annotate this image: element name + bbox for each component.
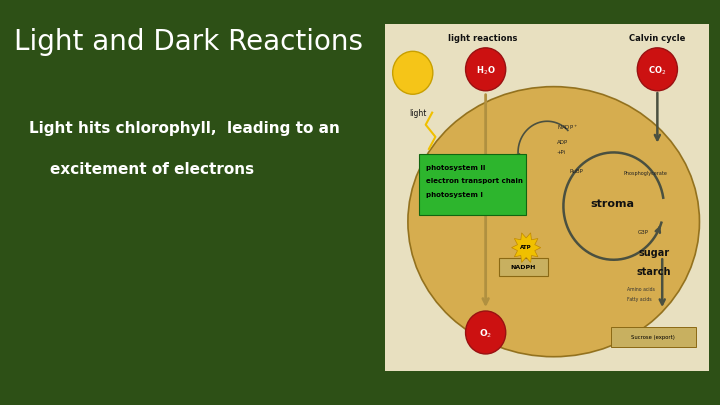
Text: O$_2$: O$_2$ — [479, 328, 492, 341]
Circle shape — [466, 48, 505, 91]
Text: NADP$^+$: NADP$^+$ — [557, 123, 578, 132]
Text: ADP: ADP — [557, 140, 568, 145]
Text: Fatty acids: Fatty acids — [626, 297, 651, 302]
Text: RuBP: RuBP — [570, 169, 584, 174]
Text: light reactions: light reactions — [448, 34, 517, 43]
Text: G3P: G3P — [638, 230, 649, 235]
Text: CO$_2$: CO$_2$ — [648, 65, 667, 77]
Circle shape — [392, 51, 433, 94]
Text: photosystem I: photosystem I — [426, 192, 482, 198]
FancyBboxPatch shape — [382, 21, 713, 374]
Text: photosystem II: photosystem II — [426, 164, 485, 171]
Text: Phosphoglycerate: Phosphoglycerate — [624, 171, 667, 176]
Polygon shape — [511, 233, 541, 262]
FancyBboxPatch shape — [499, 258, 548, 276]
Text: Calvin cycle: Calvin cycle — [629, 34, 685, 43]
Text: Amino acids: Amino acids — [626, 287, 654, 292]
Text: Sucrose (export): Sucrose (export) — [631, 335, 675, 340]
Ellipse shape — [408, 87, 700, 357]
Text: light: light — [409, 109, 426, 118]
Text: Light hits chlorophyll,  leading to an: Light hits chlorophyll, leading to an — [29, 122, 340, 136]
Text: +Pi: +Pi — [557, 150, 566, 155]
FancyBboxPatch shape — [419, 154, 526, 215]
Circle shape — [637, 48, 678, 91]
Text: NADPH: NADPH — [511, 264, 536, 270]
Text: Light and Dark Reactions: Light and Dark Reactions — [14, 28, 364, 56]
Text: excitement of electrons: excitement of electrons — [29, 162, 254, 177]
Circle shape — [466, 311, 505, 354]
Text: stroma: stroma — [590, 199, 634, 209]
Text: electron transport chain: electron transport chain — [426, 178, 523, 184]
Text: H$_2$O: H$_2$O — [476, 65, 495, 77]
FancyBboxPatch shape — [611, 327, 696, 347]
Text: sugar: sugar — [639, 248, 670, 258]
Text: ATP: ATP — [521, 245, 532, 250]
Text: starch: starch — [637, 267, 671, 277]
